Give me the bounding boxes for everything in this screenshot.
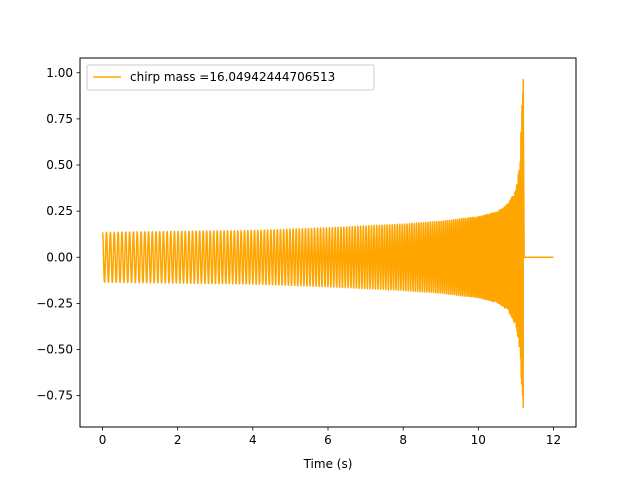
y-tick-label: 0.50 xyxy=(46,158,73,172)
x-tick-label: 0 xyxy=(99,433,107,447)
x-tick-label: 10 xyxy=(471,433,486,447)
x-tick-label: 4 xyxy=(249,433,257,447)
chirp-series-line xyxy=(101,78,554,408)
x-tick-label: 8 xyxy=(399,433,407,447)
x-tick-label: 6 xyxy=(324,433,332,447)
legend-label: chirp mass =16.04942444706513 xyxy=(130,70,335,84)
y-tick-label: 0.00 xyxy=(46,250,73,264)
y-axis: −0.75 −0.50 −0.25 0.00 0.25 0.50 0.75 1.00 xyxy=(36,66,80,403)
y-tick-label: −0.25 xyxy=(36,296,73,310)
x-axis: 0 2 4 6 8 10 12 xyxy=(99,427,561,447)
x-tick-label: 12 xyxy=(546,433,561,447)
x-tick-label: 2 xyxy=(174,433,182,447)
y-tick-label: 0.25 xyxy=(46,204,73,218)
y-tick-label: 1.00 xyxy=(46,66,73,80)
y-tick-label: −0.50 xyxy=(36,343,73,357)
plot-area xyxy=(101,78,554,408)
legend-box xyxy=(86,64,375,91)
legend: chirp mass =16.04942444706513 xyxy=(86,64,375,91)
y-tick-label: −0.75 xyxy=(36,389,73,403)
y-tick-label: 0.75 xyxy=(46,112,73,126)
x-axis-label: Time (s) xyxy=(303,457,353,471)
